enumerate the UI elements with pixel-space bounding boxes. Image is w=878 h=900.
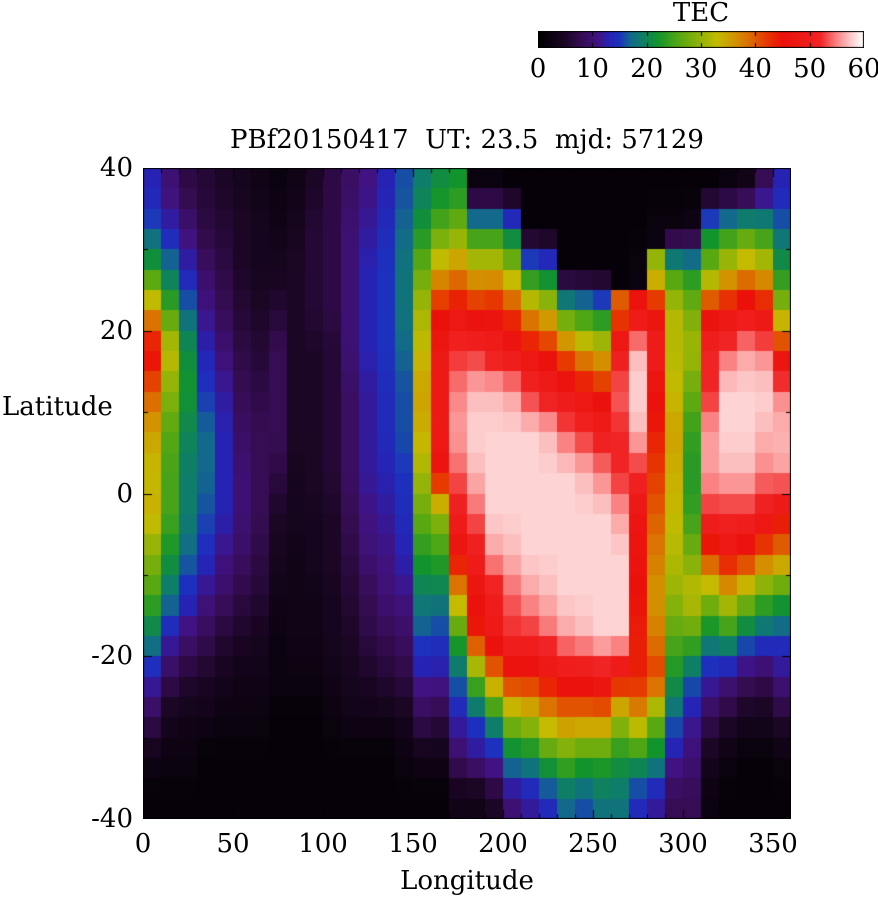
colorbar-tick-label: 0	[529, 54, 547, 84]
x-axis-tick-label: 100	[298, 829, 348, 859]
x-axis-tick-label: 350	[748, 829, 798, 859]
colorbar-tick-label: 30	[684, 54, 718, 84]
tec-heatmap	[143, 168, 791, 819]
y-axis-tick-label: 40	[99, 153, 133, 183]
colorbar-tick-label: 20	[630, 54, 664, 84]
x-axis-tick-label: 0	[134, 829, 152, 859]
colorbar-gradient	[538, 31, 864, 48]
x-axis-tick-label: 150	[388, 829, 438, 859]
y-axis-tick-label: 20	[99, 315, 133, 346]
colorbar-title: TEC	[672, 0, 730, 28]
y-axis-tick-label: -40	[91, 804, 133, 834]
y-axis-label: Latitude	[2, 392, 113, 422]
x-axis-tick-label: 250	[568, 829, 618, 859]
colorbar-tick-label: 50	[793, 54, 827, 84]
x-axis-label: Longitude	[400, 866, 534, 896]
chart-title: PBf20150417 UT: 23.5 mjd: 57129	[230, 125, 704, 155]
colorbar-tick-label: 40	[738, 54, 772, 84]
colorbar-tick-label: 10	[575, 54, 609, 84]
y-axis-tick-label: -20	[91, 641, 133, 672]
x-axis-tick-label: 200	[478, 829, 528, 859]
x-axis-tick-label: 300	[658, 829, 708, 859]
colorbar-tick-label: 60	[847, 54, 878, 84]
x-axis-tick-label: 50	[216, 829, 250, 859]
y-axis-tick-label: 0	[116, 478, 133, 509]
